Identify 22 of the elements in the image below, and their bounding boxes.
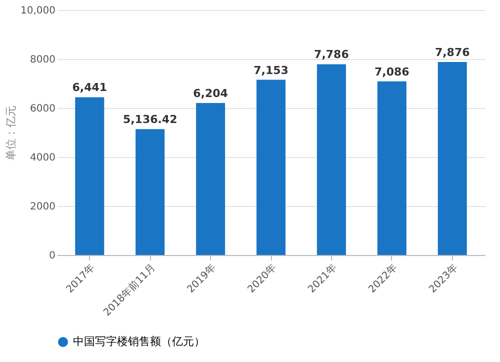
bar [75,97,104,255]
data-label: 6,441 [72,81,108,94]
data-label: 7,086 [374,65,410,78]
data-label: 6,204 [193,87,228,100]
y-tick-label: 0 [49,250,56,262]
y-tick-label: 2000 [30,202,56,212]
bar [316,64,346,255]
data-label: 5,136.42 [122,113,178,126]
data-label: 7,876 [434,46,470,60]
data-label: 7,786 [314,48,350,62]
y-tick-label: 10,000 [20,6,56,16]
y-tick-label: 4000 [30,152,56,164]
bar [438,62,467,255]
legend-label: 中国写字楼销售额（亿元） [73,335,205,348]
data-label: 7,153 [254,64,288,77]
y-tick-label: 6000 [30,104,56,114]
bar [136,129,165,255]
bar [377,81,406,255]
y-tick-label: 8000 [30,54,56,66]
bar [196,103,226,255]
bar [256,80,286,255]
y-axis-title: 单位：亿元 [4,106,18,160]
